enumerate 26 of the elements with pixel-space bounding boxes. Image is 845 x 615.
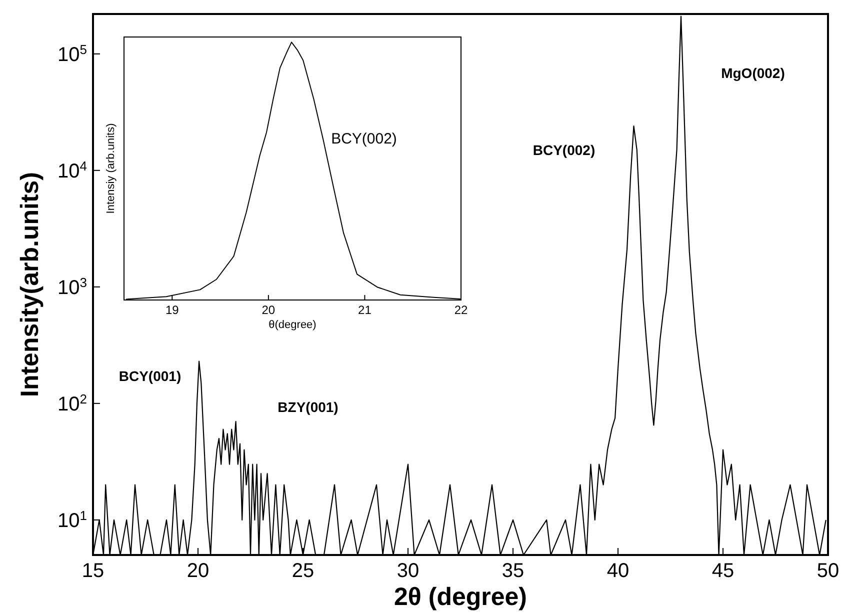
x-tick-label: 25	[292, 560, 314, 582]
x-tick-label: 50	[816, 560, 840, 582]
x-tick-label: 21	[358, 303, 372, 317]
x-axis-title: θ(degree)	[268, 319, 316, 331]
y-tick-label: 10$^{3}$	[58, 274, 87, 299]
x-tick-label: 15	[82, 560, 104, 582]
annotation: MgO(002)	[721, 64, 785, 81]
x-tick-label: 22	[454, 303, 468, 317]
x-axis-title: 2θ (degree)	[394, 583, 527, 611]
x-tick-label: 20	[262, 303, 276, 317]
annotation: BZY(001)	[278, 398, 338, 415]
x-tick-label: 45	[712, 560, 734, 582]
y-tick-label: 10$^{4}$	[58, 158, 87, 182]
y-tick-label: 10$^{1}$	[58, 507, 87, 532]
y-tick-label: 10$^{2}$	[58, 390, 87, 416]
x-tick-label: 19	[165, 303, 180, 317]
y-axis-title: Intensiy (arb.units)	[105, 123, 117, 214]
x-tick-label: 35	[502, 560, 524, 582]
annotation: BCY(001)	[118, 368, 182, 384]
y-tick-label: 10$^{5}$	[58, 41, 87, 66]
x-tick-label: 20	[186, 560, 210, 582]
annotation: BCY(002)	[331, 130, 397, 148]
y-axis-title: Intensity(arb.units)	[16, 172, 44, 398]
x-tick-label: 40	[606, 560, 630, 582]
annotation: BCY(002)	[532, 142, 596, 158]
x-tick-label: 30	[396, 560, 420, 582]
